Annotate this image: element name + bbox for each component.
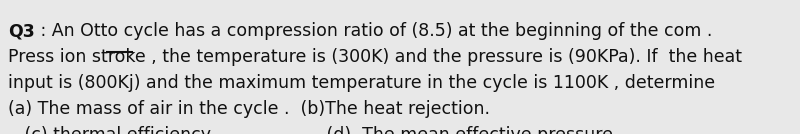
Text: input is (800Kj) and the maximum temperature in the cycle is 1100K , determine: input is (800Kj) and the maximum tempera…	[8, 75, 715, 92]
Text: (a) The mass of air in the cycle .  (b)The heat rejection.: (a) The mass of air in the cycle . (b)Th…	[8, 100, 490, 118]
Text: (c) thermal efficiency .                   (d)  The mean effective pressure .: (c) thermal efficiency . (d) The mean ef…	[8, 126, 624, 134]
Text: Q3: Q3	[8, 23, 34, 40]
Text: Press ion stroke , the temperature is (300K) and the pressure is (90KPa). If  th: Press ion stroke , the temperature is (3…	[8, 49, 742, 66]
Text: : An Otto cycle has a compression ratio of (8.5) at the beginning of the com .: : An Otto cycle has a compression ratio …	[34, 23, 712, 40]
